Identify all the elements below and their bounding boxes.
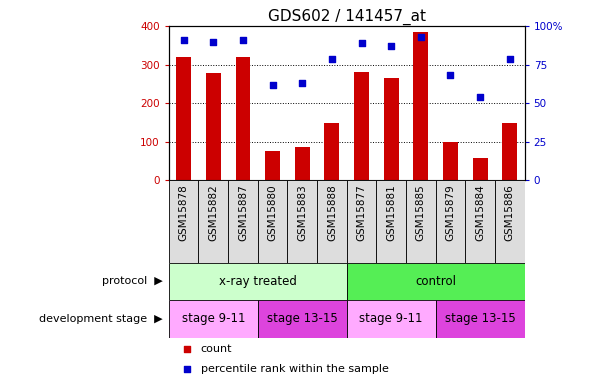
Text: GSM15877: GSM15877 [356, 184, 367, 241]
Text: GSM15879: GSM15879 [446, 184, 455, 241]
Bar [347, 180, 376, 262]
Bar [473, 158, 488, 180]
Bar [317, 180, 347, 262]
Bar [466, 180, 495, 262]
Bar [257, 180, 288, 262]
Bar [288, 180, 317, 262]
Bar [347, 300, 435, 338]
Bar [443, 142, 458, 180]
Bar [295, 147, 310, 180]
Text: x-ray treated: x-ray treated [219, 275, 297, 288]
Bar [406, 180, 435, 262]
Bar [176, 57, 191, 180]
Text: protocol  ▶: protocol ▶ [102, 276, 163, 286]
Point [357, 40, 367, 46]
Text: stage 9-11: stage 9-11 [359, 312, 423, 325]
Bar [354, 72, 369, 180]
Text: stage 9-11: stage 9-11 [182, 312, 245, 325]
Point [179, 37, 189, 43]
Text: GSM15883: GSM15883 [297, 184, 308, 241]
Point [238, 37, 248, 43]
Bar [228, 180, 257, 262]
Bar [435, 300, 525, 338]
Bar [169, 300, 258, 338]
Bar [414, 32, 428, 180]
Text: GSM15885: GSM15885 [416, 184, 426, 241]
Bar [206, 73, 221, 180]
Text: control: control [415, 275, 456, 288]
Point [505, 56, 514, 62]
Point [387, 43, 396, 49]
Bar [169, 262, 347, 300]
Bar [495, 180, 525, 262]
Text: GSM15878: GSM15878 [178, 184, 189, 241]
Text: development stage  ▶: development stage ▶ [39, 314, 163, 324]
Bar [169, 180, 198, 262]
Text: stage 13-15: stage 13-15 [445, 312, 516, 325]
Bar [257, 300, 347, 338]
Text: GSM15882: GSM15882 [208, 184, 218, 241]
Text: GSM15887: GSM15887 [238, 184, 248, 241]
Bar [502, 123, 517, 180]
Text: GSM15888: GSM15888 [327, 184, 337, 241]
Point [297, 80, 307, 86]
Point [416, 34, 426, 40]
Text: GSM15884: GSM15884 [475, 184, 485, 241]
Text: percentile rank within the sample: percentile rank within the sample [201, 364, 389, 374]
Point [182, 366, 192, 372]
Bar [265, 151, 280, 180]
Text: count: count [201, 344, 232, 354]
Point [182, 346, 192, 352]
Bar [236, 57, 250, 180]
Bar [324, 123, 339, 180]
Text: GSM15886: GSM15886 [505, 184, 515, 241]
Point [327, 56, 336, 62]
Text: GSM15880: GSM15880 [268, 184, 277, 241]
Point [268, 82, 277, 88]
Bar [435, 180, 466, 262]
Title: GDS602 / 141457_at: GDS602 / 141457_at [268, 9, 426, 25]
Text: stage 13-15: stage 13-15 [267, 312, 338, 325]
Bar [198, 180, 228, 262]
Bar [376, 180, 406, 262]
Point [209, 39, 218, 45]
Text: GSM15881: GSM15881 [386, 184, 396, 241]
Bar [347, 262, 525, 300]
Bar [384, 78, 399, 180]
Point [446, 72, 455, 78]
Point [475, 94, 485, 100]
